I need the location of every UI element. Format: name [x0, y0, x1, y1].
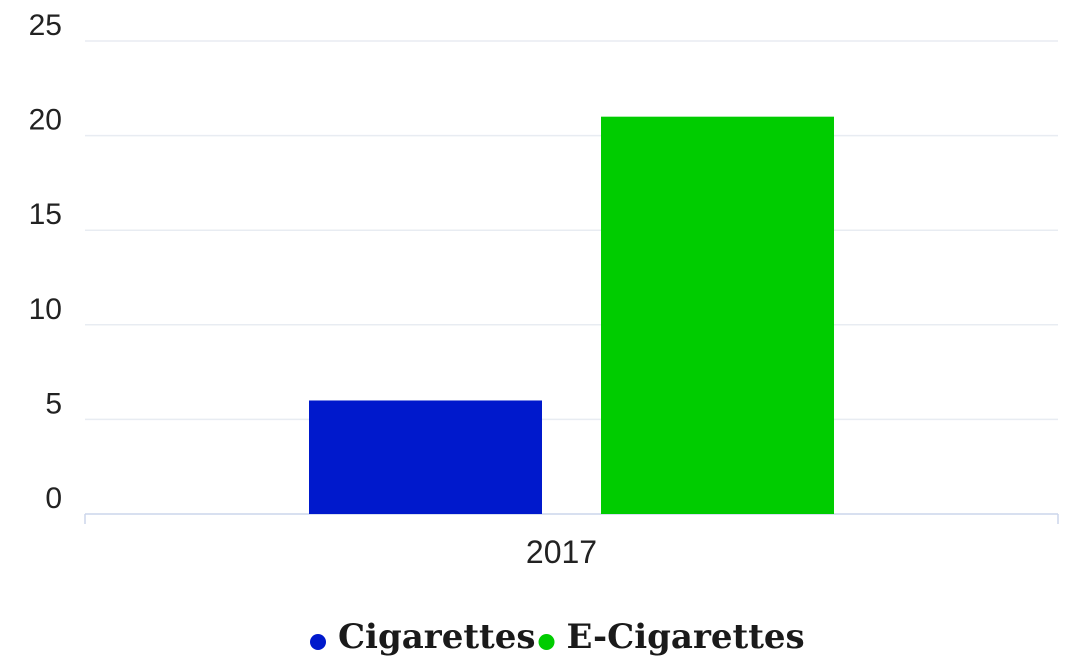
y-tick-label: 0	[45, 482, 62, 515]
legend-label: E-Cigarettes	[567, 617, 805, 657]
bar-e-cigarettes[interactable]	[601, 117, 834, 514]
x-axis-tick-labels: 2017	[526, 534, 597, 570]
bar-cigarettes[interactable]	[309, 400, 542, 514]
y-tick-label: 5	[45, 387, 62, 420]
legend: Cigarettes E-Cigarettes	[310, 617, 805, 657]
y-axis-tick-labels: 0 5 10 15 20 25	[29, 9, 62, 515]
legend-item-e-cigarettes[interactable]: E-Cigarettes	[539, 617, 805, 657]
y-tick-label: 15	[29, 198, 62, 231]
bars	[309, 117, 834, 514]
legend-marker	[310, 634, 326, 650]
legend-marker	[539, 634, 555, 650]
y-tick-label: 25	[29, 9, 62, 42]
x-tick-label: 2017	[526, 534, 597, 570]
y-tick-label: 20	[29, 104, 62, 137]
legend-item-cigarettes[interactable]: Cigarettes	[310, 617, 536, 657]
gridlines	[85, 41, 1058, 419]
y-tick-label: 10	[29, 293, 62, 326]
legend-label: Cigarettes	[338, 617, 536, 657]
